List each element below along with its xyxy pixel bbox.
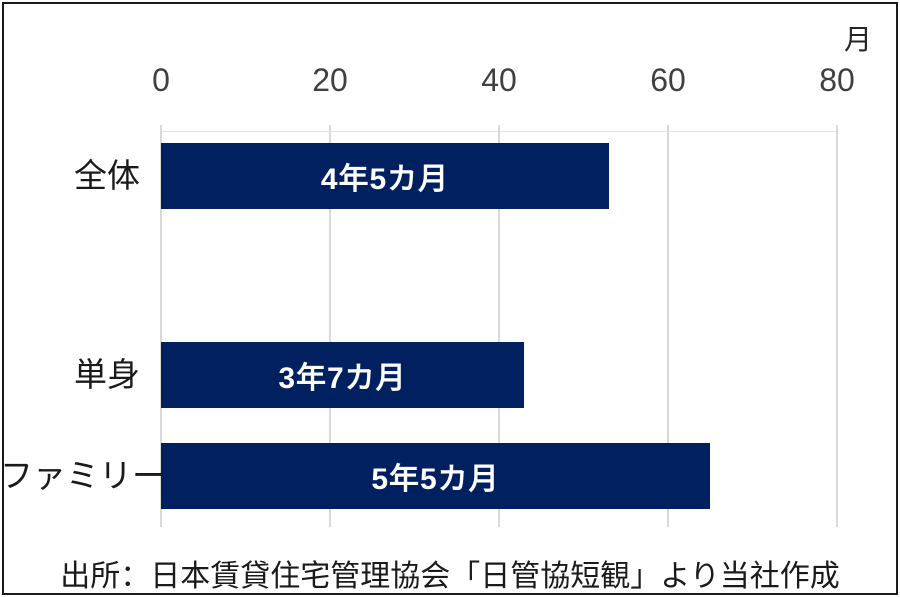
gridline xyxy=(498,125,500,527)
gridline xyxy=(329,125,331,527)
x-axis-tick-label: 80 xyxy=(819,62,855,98)
x-axis-tick-label: 20 xyxy=(312,62,348,98)
gridline xyxy=(667,125,669,527)
gridline xyxy=(836,125,838,527)
bar: 5年5カ月 xyxy=(161,442,710,509)
category-label: 単身 xyxy=(74,356,140,393)
x-axis-line xyxy=(161,131,839,132)
bar-data-label: 5年5カ月 xyxy=(371,462,500,496)
bar: 4年5カ月 xyxy=(161,143,609,209)
bar: 3年7カ月 xyxy=(161,342,524,408)
category-label: ファミリー xyxy=(0,456,165,494)
x-axis-tick-label: 60 xyxy=(650,62,686,98)
x-axis-tick-label: 0 xyxy=(152,62,170,98)
bar-data-label: 4年5カ月 xyxy=(320,163,450,196)
category-label: 全体 xyxy=(74,157,140,194)
axis-unit-label: 月 xyxy=(843,24,872,55)
source-note: 出所：日本賃貸住宅管理協会「日管協短観」より当社作成 xyxy=(60,560,840,593)
bar-data-label: 3年7カ月 xyxy=(278,362,407,395)
gridline xyxy=(160,125,162,527)
x-axis-tick-label: 40 xyxy=(481,62,517,98)
